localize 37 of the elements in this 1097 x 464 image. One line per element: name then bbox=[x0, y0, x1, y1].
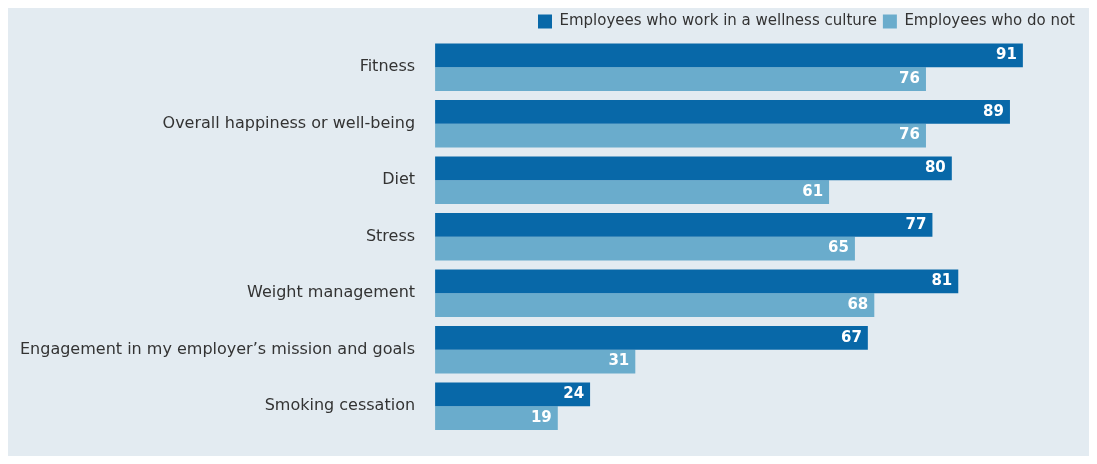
bar bbox=[435, 180, 830, 204]
data-label: 31 bbox=[608, 351, 630, 370]
data-label: 91 bbox=[995, 45, 1017, 64]
data-label: 67 bbox=[840, 327, 862, 346]
y-tick-label: Weight management bbox=[247, 282, 416, 302]
bar bbox=[435, 43, 1023, 68]
bar bbox=[435, 269, 959, 294]
y-tick-label: Diet bbox=[382, 169, 416, 189]
bar bbox=[435, 123, 926, 148]
bar bbox=[435, 293, 875, 317]
data-label: 81 bbox=[931, 271, 953, 290]
bar bbox=[435, 382, 591, 407]
data-label: 68 bbox=[847, 294, 869, 313]
data-label: 65 bbox=[828, 238, 849, 257]
y-tick-label: Smoking cessation bbox=[264, 395, 416, 415]
y-tick-label: Overall happiness or well-being bbox=[162, 112, 416, 132]
data-label: 80 bbox=[924, 158, 946, 177]
bar bbox=[435, 100, 1010, 124]
bar bbox=[435, 349, 636, 374]
data-label: 61 bbox=[802, 181, 824, 200]
data-label: 24 bbox=[563, 384, 585, 403]
y-tick-label: Stress bbox=[365, 225, 416, 245]
y-tick-label: Fitness bbox=[359, 56, 416, 76]
bar bbox=[435, 156, 952, 181]
data-label: 19 bbox=[530, 407, 552, 426]
data-label: 77 bbox=[905, 214, 927, 233]
data-label: 76 bbox=[899, 125, 920, 144]
y-tick-label: Engagement in my employer’s mission and goals bbox=[19, 338, 416, 358]
bar bbox=[435, 406, 558, 430]
data-label: 76 bbox=[899, 69, 920, 87]
data-label: 89 bbox=[983, 101, 1004, 120]
legend-label: Employees who work in a wellness culture bbox=[559, 11, 877, 30]
legend-label: Employees who do not bbox=[904, 11, 1076, 30]
bar bbox=[435, 236, 855, 261]
bar bbox=[435, 212, 933, 237]
bar bbox=[435, 325, 868, 350]
bar bbox=[435, 67, 926, 91]
